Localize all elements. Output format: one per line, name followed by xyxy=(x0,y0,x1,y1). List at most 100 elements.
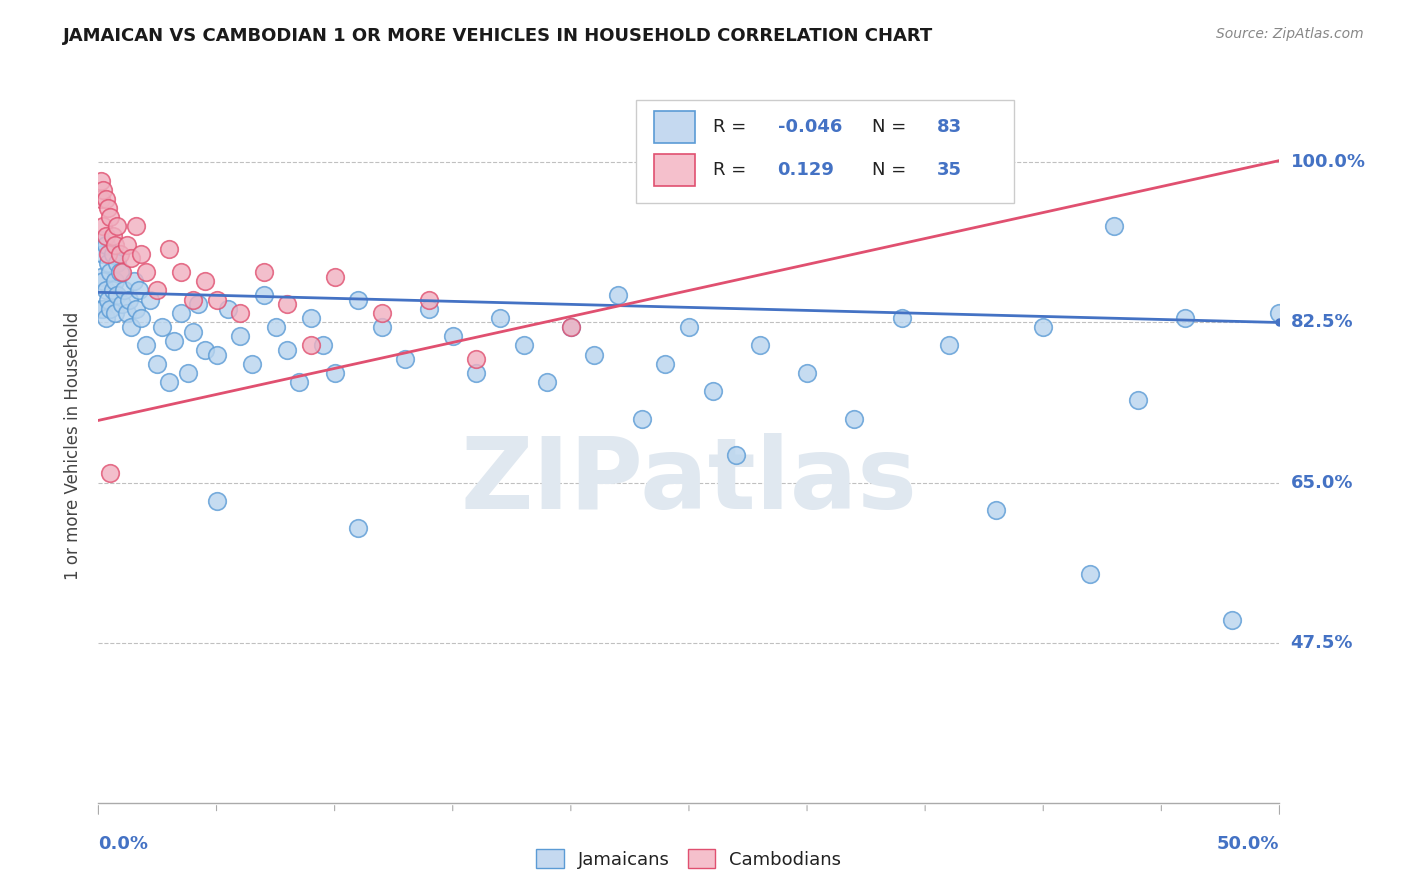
Point xyxy=(890,310,912,325)
Point xyxy=(1174,310,1197,325)
Point xyxy=(115,237,138,252)
Point xyxy=(1220,613,1243,627)
Point xyxy=(129,247,152,261)
Point xyxy=(312,338,335,352)
Text: 0.0%: 0.0% xyxy=(98,835,149,853)
Point xyxy=(205,347,228,361)
Point xyxy=(299,310,322,325)
Point xyxy=(465,366,488,380)
Point xyxy=(299,338,322,352)
Point xyxy=(91,247,114,261)
Point xyxy=(194,343,217,357)
Point xyxy=(157,242,180,256)
Point xyxy=(253,265,276,279)
Text: 0.129: 0.129 xyxy=(778,161,834,178)
Point xyxy=(98,301,121,316)
Point xyxy=(512,338,534,352)
Point xyxy=(229,329,252,343)
Point xyxy=(187,297,209,311)
Text: 100.0%: 100.0% xyxy=(1291,153,1365,171)
Point xyxy=(90,301,112,316)
Text: N =: N = xyxy=(872,118,912,136)
Point xyxy=(1102,219,1125,234)
Point xyxy=(125,219,148,234)
Point xyxy=(135,265,157,279)
Point xyxy=(1032,320,1054,334)
Point xyxy=(150,320,173,334)
Point xyxy=(560,320,582,334)
Point xyxy=(371,320,394,334)
Point xyxy=(101,228,124,243)
Point xyxy=(135,338,157,352)
Point xyxy=(146,284,169,298)
Text: ZIPatlas: ZIPatlas xyxy=(461,434,917,530)
Point xyxy=(984,503,1007,517)
Point xyxy=(394,352,416,367)
Point xyxy=(90,233,112,247)
Point xyxy=(94,310,117,325)
Point xyxy=(276,297,298,311)
Point xyxy=(170,306,193,320)
Point xyxy=(104,274,127,288)
Point xyxy=(101,284,124,298)
Text: R =: R = xyxy=(713,161,752,178)
Point xyxy=(630,411,652,425)
Point xyxy=(181,325,204,339)
Point xyxy=(288,375,311,389)
Point xyxy=(90,269,112,284)
Point xyxy=(90,174,112,188)
Point xyxy=(98,265,121,279)
Legend: Jamaicans, Cambodians: Jamaicans, Cambodians xyxy=(529,842,849,876)
Point xyxy=(128,284,150,298)
Point xyxy=(181,293,204,307)
Point xyxy=(91,301,114,316)
FancyBboxPatch shape xyxy=(636,100,1014,203)
Point xyxy=(97,247,120,261)
Point xyxy=(536,375,558,389)
Text: 47.5%: 47.5% xyxy=(1291,633,1353,652)
Point xyxy=(177,366,200,380)
Text: N =: N = xyxy=(872,161,912,178)
Point xyxy=(725,448,748,462)
Point xyxy=(323,366,346,380)
Text: R =: R = xyxy=(713,118,752,136)
Text: 65.0%: 65.0% xyxy=(1291,474,1353,491)
Point xyxy=(157,375,180,389)
Point xyxy=(97,256,120,270)
Point xyxy=(938,338,960,352)
Point xyxy=(264,320,287,334)
Point xyxy=(98,467,121,481)
Point xyxy=(205,494,228,508)
Point xyxy=(276,343,298,357)
Point xyxy=(441,329,464,343)
Point xyxy=(121,252,143,266)
Text: -0.046: -0.046 xyxy=(778,118,842,136)
Point xyxy=(194,274,217,288)
Point xyxy=(844,411,866,425)
Point xyxy=(118,293,141,307)
Point xyxy=(105,256,128,270)
Point xyxy=(112,284,135,298)
Point xyxy=(560,320,582,334)
Point xyxy=(678,320,700,334)
Point xyxy=(1080,567,1102,582)
Point xyxy=(91,274,114,288)
Text: JAMAICAN VS CAMBODIAN 1 OR MORE VEHICLES IN HOUSEHOLD CORRELATION CHART: JAMAICAN VS CAMBODIAN 1 OR MORE VEHICLES… xyxy=(63,27,934,45)
Point xyxy=(205,293,228,307)
Point xyxy=(105,219,128,234)
Point xyxy=(748,338,770,352)
Point xyxy=(1268,306,1291,320)
Point xyxy=(371,306,394,320)
Point xyxy=(240,357,263,371)
Point xyxy=(418,301,440,316)
Text: 50.0%: 50.0% xyxy=(1218,835,1279,853)
Point xyxy=(347,521,370,535)
Point xyxy=(108,247,131,261)
Point xyxy=(121,320,143,334)
Point xyxy=(583,347,606,361)
Point xyxy=(90,192,112,206)
Point xyxy=(115,306,138,320)
Text: 83: 83 xyxy=(936,118,962,136)
Point xyxy=(91,183,114,197)
Point xyxy=(98,211,121,225)
